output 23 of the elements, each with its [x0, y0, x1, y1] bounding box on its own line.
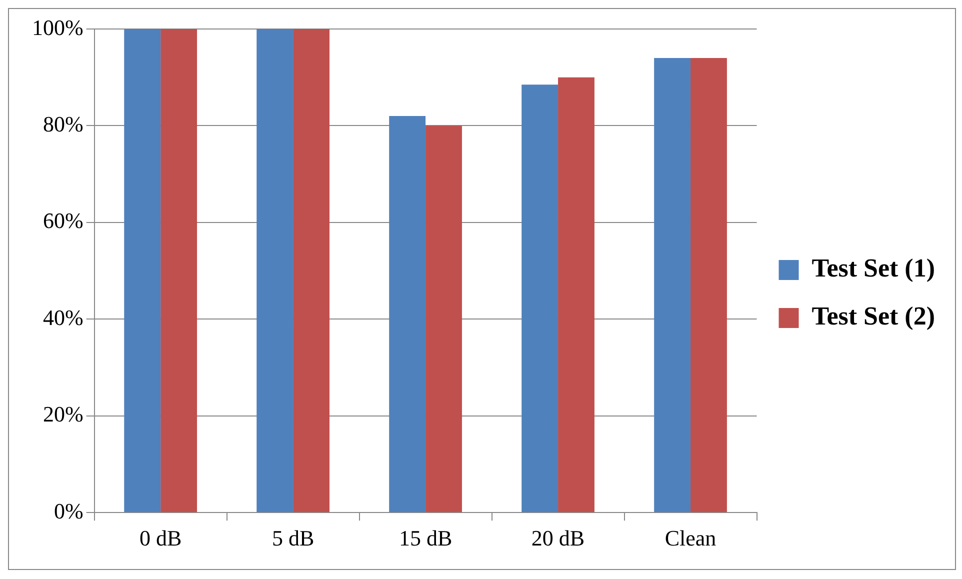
bar: [522, 84, 558, 512]
bar: [654, 58, 691, 512]
y-tick-label: 0%: [54, 498, 84, 524]
bar: [160, 29, 198, 512]
legend-label: Test Set (2): [812, 302, 936, 331]
x-tick-label: 0 dB: [139, 526, 182, 551]
y-tick-label: 40%: [43, 304, 84, 330]
bar: [426, 126, 462, 512]
x-tick-label: 5 dB: [272, 526, 314, 551]
y-tick-label: 60%: [43, 208, 84, 234]
legend-label: Test Set (1): [812, 254, 936, 283]
y-tick-label: 20%: [43, 402, 84, 427]
bar: [389, 116, 426, 512]
bar: [256, 29, 294, 512]
bar: [558, 77, 594, 512]
bar: [124, 29, 161, 512]
y-tick-label: 80%: [43, 112, 84, 136]
x-tick-label: Clean: [664, 526, 716, 551]
bar: [690, 58, 727, 512]
x-tick-label: 20 dB: [531, 526, 585, 551]
bar: [293, 29, 330, 512]
x-tick-label: 15 dB: [398, 526, 452, 551]
y-tick-label: 100%: [32, 14, 84, 40]
